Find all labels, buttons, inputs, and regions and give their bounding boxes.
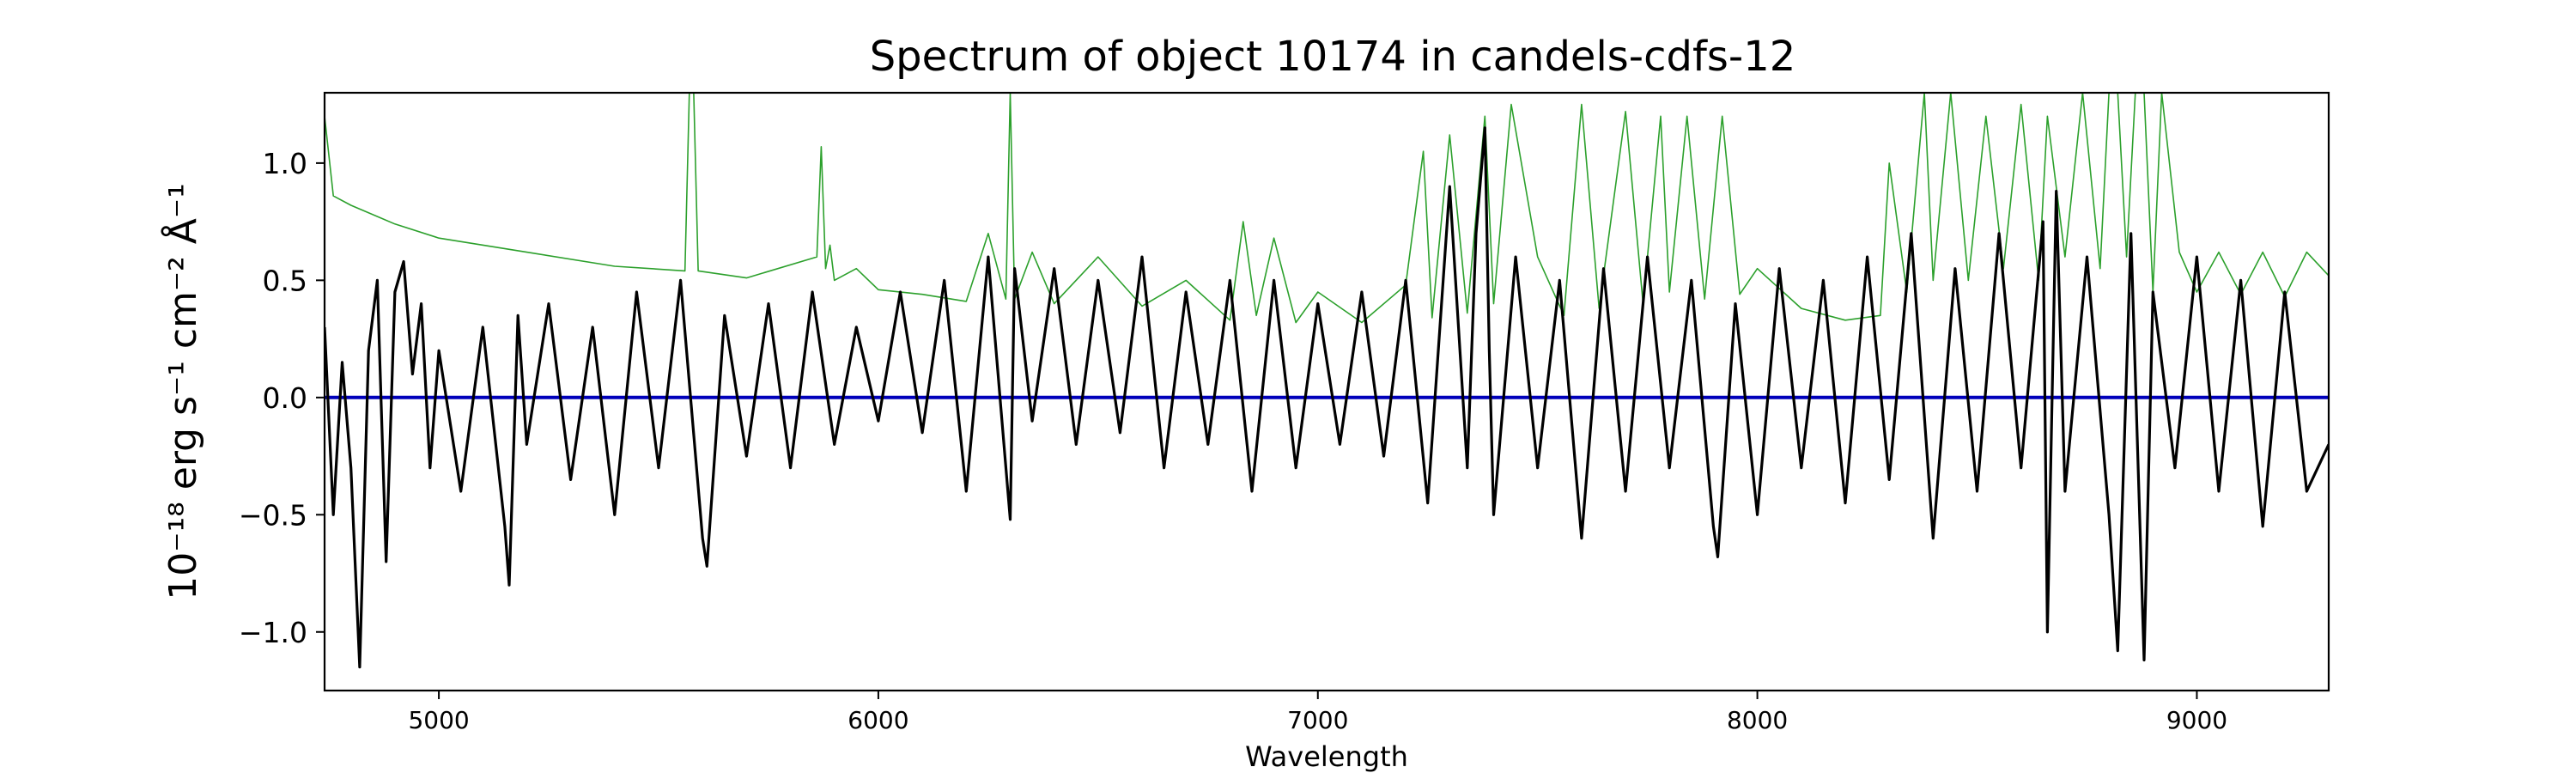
y-tick-label: −0.5 — [239, 498, 307, 532]
x-axis: 5000 6000 7000 8000 9000 — [408, 691, 2227, 734]
series-line-flux — [325, 126, 2329, 669]
y-tick-label: −1.0 — [239, 616, 307, 649]
x-tick-label: 5000 — [408, 706, 469, 734]
x-tick-label: 6000 — [848, 706, 908, 734]
axes-frame — [323, 91, 2330, 692]
x-axis-label: Wavelength — [1245, 740, 1408, 773]
x-tick-label: 8000 — [1727, 706, 1788, 734]
y-axis: −1.0 −0.5 0.0 0.5 1.0 — [239, 147, 325, 649]
y-axis-label: 10⁻¹⁸ erg s⁻¹ cm⁻² Å⁻¹ — [160, 183, 205, 600]
x-tick-label: 9000 — [2166, 706, 2227, 734]
plot-area — [323, 91, 2330, 692]
series-line-error — [325, 93, 2329, 324]
y-tick-label: 1.0 — [263, 147, 307, 180]
y-tick-label: 0.0 — [263, 381, 307, 415]
x-tick-label: 7000 — [1287, 706, 1348, 734]
chart-title: Spectrum of object 10174 in candels-cdfs… — [870, 33, 1796, 81]
y-tick-label: 0.5 — [263, 264, 307, 297]
series-layer — [325, 93, 2329, 669]
